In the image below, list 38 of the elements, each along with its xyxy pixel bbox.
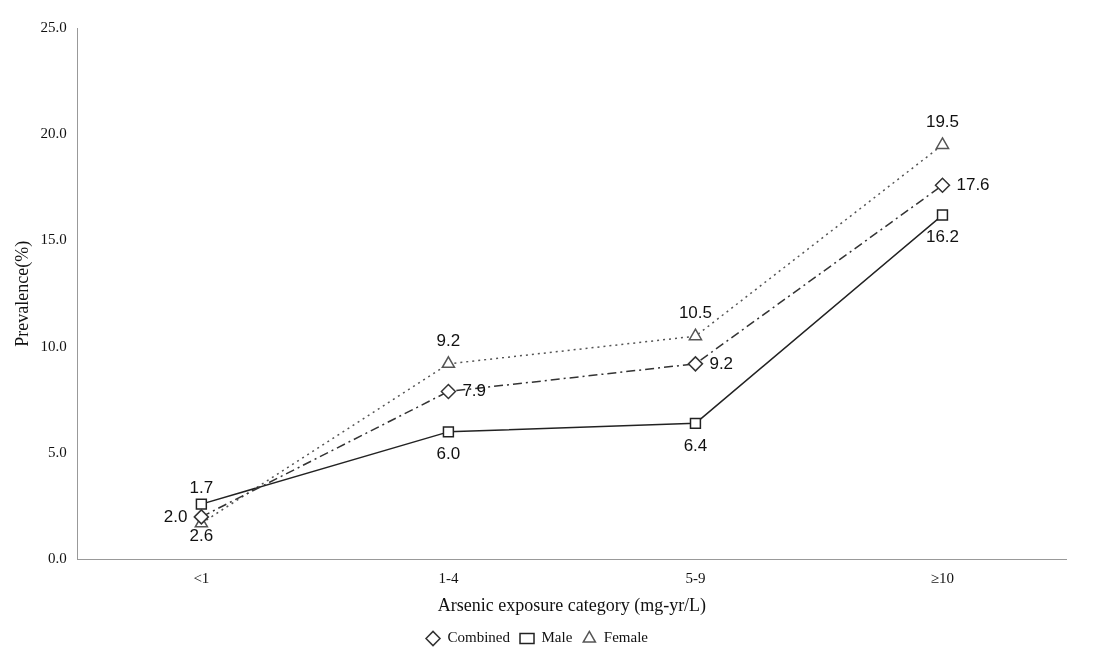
point: [934, 177, 951, 194]
x-tick-label: <1: [193, 570, 210, 587]
data-label: 2.6: [189, 526, 214, 546]
point: [688, 328, 703, 341]
data-label: 19.5: [925, 112, 960, 132]
y-axis-title: Prevalence(%): [11, 240, 33, 347]
y-tick-label: 10.0: [40, 337, 67, 354]
point: [195, 498, 208, 510]
point: [441, 356, 456, 369]
legend-label: Male: [541, 629, 573, 646]
point: [193, 509, 210, 525]
point: [442, 426, 455, 438]
y-tick-label: 15.0: [40, 231, 67, 248]
x-tick-label: 5-9: [685, 570, 706, 587]
data-label: 16.2: [925, 227, 960, 247]
data-label: 6.0: [436, 444, 461, 464]
x-axis-title: Arsenic exposure category (mg-yr/L): [437, 594, 707, 616]
data-label: 10.5: [678, 303, 712, 323]
legend-label: Female: [603, 629, 649, 646]
y-tick-label: 5.0: [48, 444, 67, 461]
data-label: 9.2: [709, 353, 734, 373]
point: [440, 383, 457, 400]
data-label: 17.6: [956, 174, 990, 194]
point: [935, 137, 950, 150]
y-tick-label: 20.0: [40, 125, 67, 142]
data-label: 1.7: [189, 478, 214, 498]
legend-label: Combined: [447, 629, 511, 646]
data-label: 9.2: [436, 331, 461, 351]
point: [689, 417, 702, 430]
x-tick-label: 1-4: [438, 570, 459, 587]
y-tick-label: 25.0: [40, 18, 67, 35]
data-label: 7.9: [462, 381, 487, 401]
data-label: 2.0: [163, 506, 188, 526]
point: [936, 209, 949, 221]
y-tick-label: 0.0: [48, 550, 67, 567]
x-tick-label: ≥10: [930, 570, 955, 587]
data-label: 6.4: [683, 435, 708, 455]
point: [687, 356, 704, 372]
